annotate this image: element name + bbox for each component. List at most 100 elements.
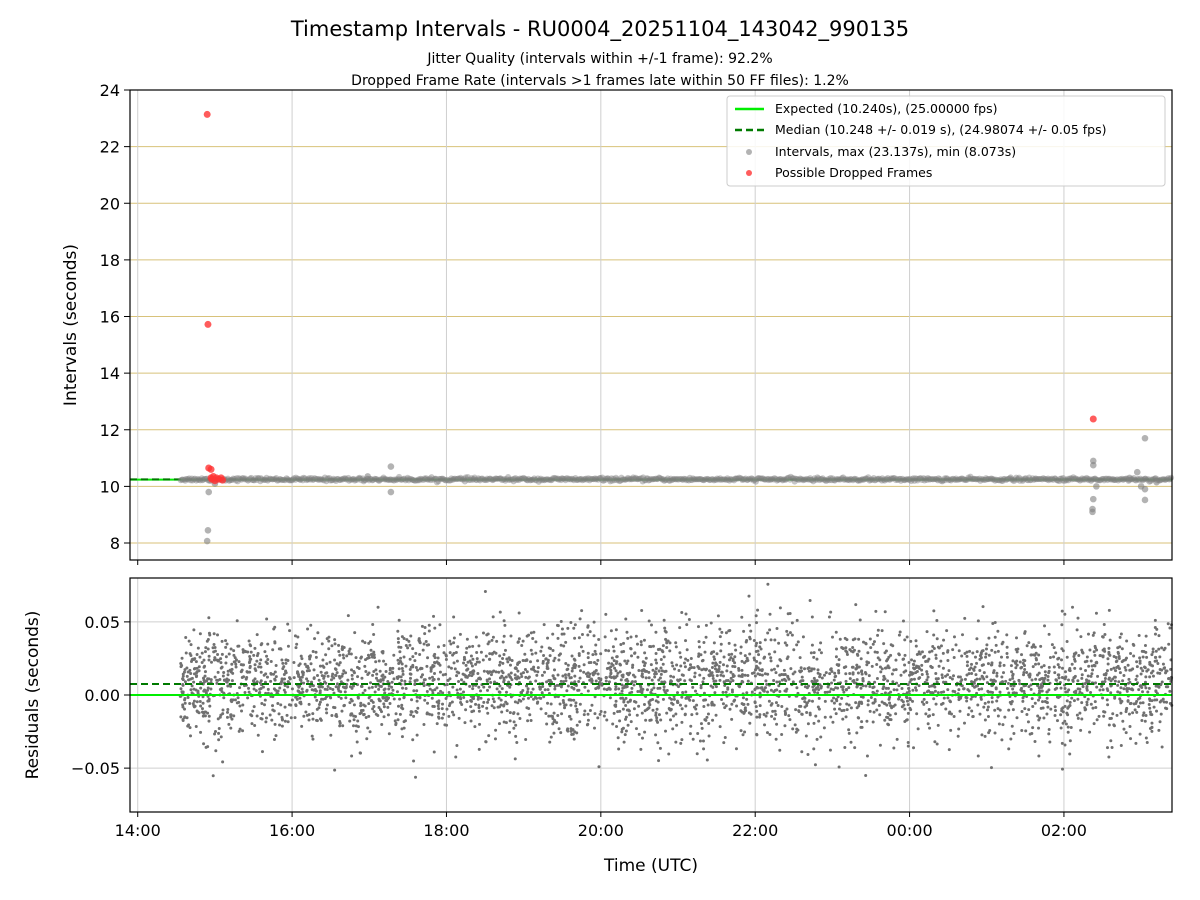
residual-point — [904, 695, 908, 699]
interval-point — [1008, 476, 1015, 483]
residual-point — [535, 673, 539, 677]
interval-point — [254, 475, 261, 482]
interval-point — [905, 476, 912, 483]
residual-point — [491, 615, 495, 619]
residual-point — [1060, 658, 1064, 662]
residual-point — [189, 660, 193, 664]
residual-point — [897, 652, 901, 656]
interval-point — [424, 476, 431, 483]
residual-point — [516, 640, 520, 644]
residual-point — [1091, 633, 1095, 637]
residual-point — [766, 690, 770, 694]
residual-point — [722, 655, 726, 659]
residual-point — [512, 711, 516, 715]
residual-point — [183, 680, 187, 684]
interval-point — [196, 476, 203, 483]
interval-point — [851, 475, 858, 482]
residual-point — [204, 646, 208, 650]
residual-point — [756, 649, 760, 653]
interval-point — [1145, 476, 1152, 483]
residual-point — [684, 690, 688, 694]
interval-point — [1117, 476, 1124, 483]
residual-point — [1150, 653, 1154, 657]
residual-point — [528, 680, 532, 684]
interval-point — [1068, 475, 1075, 482]
residual-point — [970, 662, 974, 666]
interval-point — [382, 475, 389, 482]
residual-point — [759, 686, 763, 690]
interval-point — [875, 475, 882, 482]
residual-point — [311, 712, 315, 716]
residual-point — [1098, 653, 1102, 657]
residual-point — [694, 707, 698, 711]
interval-point — [672, 476, 679, 483]
residual-point — [526, 696, 530, 700]
residual-point — [1159, 712, 1163, 716]
interval-point — [737, 475, 744, 482]
residual-point — [1114, 660, 1118, 664]
residual-point — [941, 666, 945, 670]
residual-point — [278, 686, 282, 690]
interval-point — [944, 475, 951, 482]
residual-point — [1052, 655, 1056, 659]
residual-point — [1063, 719, 1067, 723]
interval-point — [703, 476, 710, 483]
residual-point — [239, 670, 243, 674]
residual-point — [1048, 740, 1052, 744]
interval-point — [202, 475, 209, 482]
interval-point — [717, 475, 724, 482]
interval-point — [1162, 476, 1169, 483]
residual-point — [837, 669, 841, 673]
residual-point — [572, 626, 576, 630]
interval-point — [497, 475, 504, 482]
interval-point — [621, 476, 628, 483]
residual-point — [420, 624, 424, 628]
interval-point — [403, 476, 410, 483]
residual-point — [1039, 683, 1043, 687]
residual-point — [786, 633, 790, 637]
residual-point — [680, 707, 684, 711]
interval-point — [414, 477, 421, 484]
residual-point — [594, 652, 598, 656]
residual-point — [221, 674, 225, 678]
residual-point — [376, 605, 380, 609]
interval-point — [267, 476, 274, 483]
residual-point — [980, 649, 984, 653]
residual-point — [738, 685, 742, 689]
residual-point — [198, 655, 202, 659]
residual-point — [774, 671, 778, 675]
residual-point — [798, 669, 802, 673]
residual-point — [408, 680, 412, 684]
interval-point — [632, 474, 639, 481]
residual-point — [936, 723, 940, 727]
interval-point — [924, 474, 931, 481]
residual-point — [906, 740, 910, 744]
interval-point — [817, 476, 824, 483]
residual-point — [367, 696, 371, 700]
residual-point — [687, 668, 691, 672]
residual-point — [741, 733, 745, 737]
residual-point — [1163, 666, 1167, 670]
residual-point — [547, 646, 551, 650]
residual-point — [378, 684, 382, 688]
residual-point — [546, 688, 550, 692]
residual-point — [925, 672, 929, 676]
residual-point — [750, 671, 754, 675]
residual-point — [780, 705, 784, 709]
residual-point — [946, 688, 950, 692]
residual-point — [419, 675, 423, 679]
residual-point — [612, 649, 616, 653]
residual-point — [647, 700, 651, 704]
residual-point — [832, 678, 836, 682]
interval-point — [911, 477, 918, 484]
residual-point — [952, 635, 956, 639]
residual-point — [534, 651, 538, 655]
residual-point — [693, 671, 697, 675]
interval-point — [815, 475, 822, 482]
residual-point — [932, 633, 936, 637]
residual-point — [1031, 665, 1035, 669]
residual-point — [300, 687, 304, 691]
interval-point — [462, 474, 469, 481]
residual-point — [855, 663, 859, 667]
interval-point — [248, 474, 255, 481]
